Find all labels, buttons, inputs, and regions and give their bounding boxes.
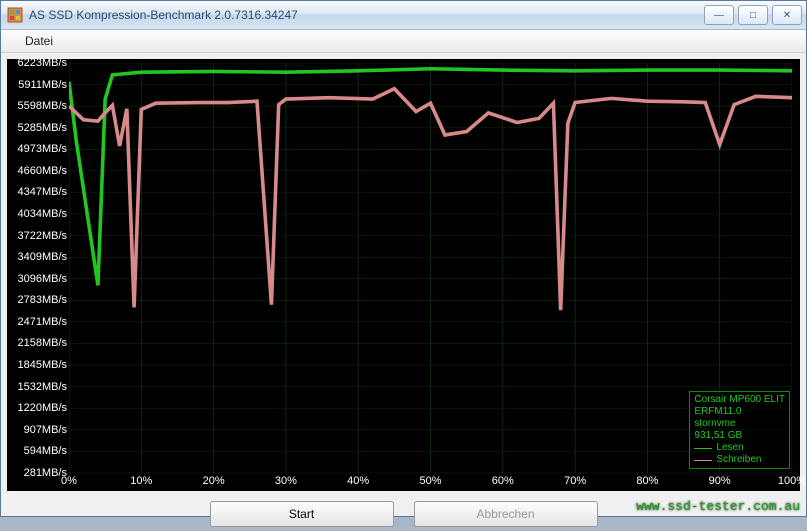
y-tick-label: 4347MB/s [17, 186, 67, 198]
y-axis-labels: 281MB/s594MB/s907MB/s1220MB/s1532MB/s184… [7, 59, 69, 491]
x-tick-label: 90% [709, 475, 731, 487]
x-axis-labels: 0%10%20%30%40%50%60%70%80%90%100% [69, 475, 792, 491]
x-tick-label: 20% [203, 475, 225, 487]
x-tick-label: 60% [492, 475, 514, 487]
y-tick-label: 5598MB/s [17, 100, 67, 112]
watermark-text: www.ssd-tester.com.au [636, 499, 800, 514]
close-button[interactable]: ✕ [772, 5, 802, 25]
y-tick-label: 4034MB/s [17, 208, 67, 220]
x-tick-label: 50% [419, 475, 441, 487]
y-tick-label: 1845MB/s [17, 359, 67, 371]
cancel-button: Abbrechen [414, 501, 598, 527]
y-tick-label: 5911MB/s [18, 79, 67, 91]
legend-box: Corsair MP600 ELITERFM11.0stornvme931,51… [689, 391, 790, 469]
app-window: AS SSD Kompression-Benchmark 2.0.7316.34… [0, 0, 807, 517]
y-tick-label: 6223MB/s [17, 57, 67, 69]
y-tick-label: 1532MB/s [17, 381, 67, 393]
chart-area: 281MB/s594MB/s907MB/s1220MB/s1532MB/s184… [7, 59, 800, 491]
legend-info-line: ERFM11.0 [694, 406, 785, 418]
y-tick-label: 3722MB/s [17, 230, 67, 242]
legend-series: Lesen [694, 442, 785, 454]
start-button[interactable]: Start [210, 501, 394, 527]
minimize-button[interactable]: ― [704, 5, 734, 25]
y-tick-label: 2158MB/s [17, 337, 67, 349]
window-title: AS SSD Kompression-Benchmark 2.0.7316.34… [29, 8, 704, 22]
y-tick-label: 1220MB/s [17, 402, 67, 414]
legend-series: Schreiben [694, 454, 785, 466]
x-tick-label: 40% [347, 475, 369, 487]
x-tick-label: 100% [778, 475, 806, 487]
y-tick-label: 2783MB/s [17, 294, 67, 306]
y-tick-label: 2471MB/s [17, 316, 67, 328]
title-bar[interactable]: AS SSD Kompression-Benchmark 2.0.7316.34… [1, 1, 806, 30]
y-tick-label: 594MB/s [24, 445, 67, 457]
window-controls: ― □ ✕ [704, 5, 802, 25]
x-tick-label: 10% [130, 475, 152, 487]
y-tick-label: 907MB/s [24, 424, 67, 436]
y-tick-label: 4973MB/s [17, 143, 67, 155]
x-tick-label: 0% [61, 475, 77, 487]
y-tick-label: 4660MB/s [17, 165, 67, 177]
legend-info-line: 931,51 GB [694, 430, 785, 442]
x-tick-label: 30% [275, 475, 297, 487]
legend-info-line: stornvme [694, 418, 785, 430]
menu-file[interactable]: Datei [17, 32, 61, 50]
menu-bar: Datei [1, 30, 806, 53]
y-tick-label: 3409MB/s [17, 251, 67, 263]
x-tick-label: 70% [564, 475, 586, 487]
app-icon [7, 7, 23, 23]
y-tick-label: 3096MB/s [17, 273, 67, 285]
x-tick-label: 80% [636, 475, 658, 487]
y-tick-label: 5285MB/s [17, 122, 67, 134]
plot-region [69, 63, 792, 473]
maximize-button[interactable]: □ [738, 5, 768, 25]
legend-info-line: Corsair MP600 ELIT [694, 394, 785, 406]
chart-svg [69, 63, 792, 473]
